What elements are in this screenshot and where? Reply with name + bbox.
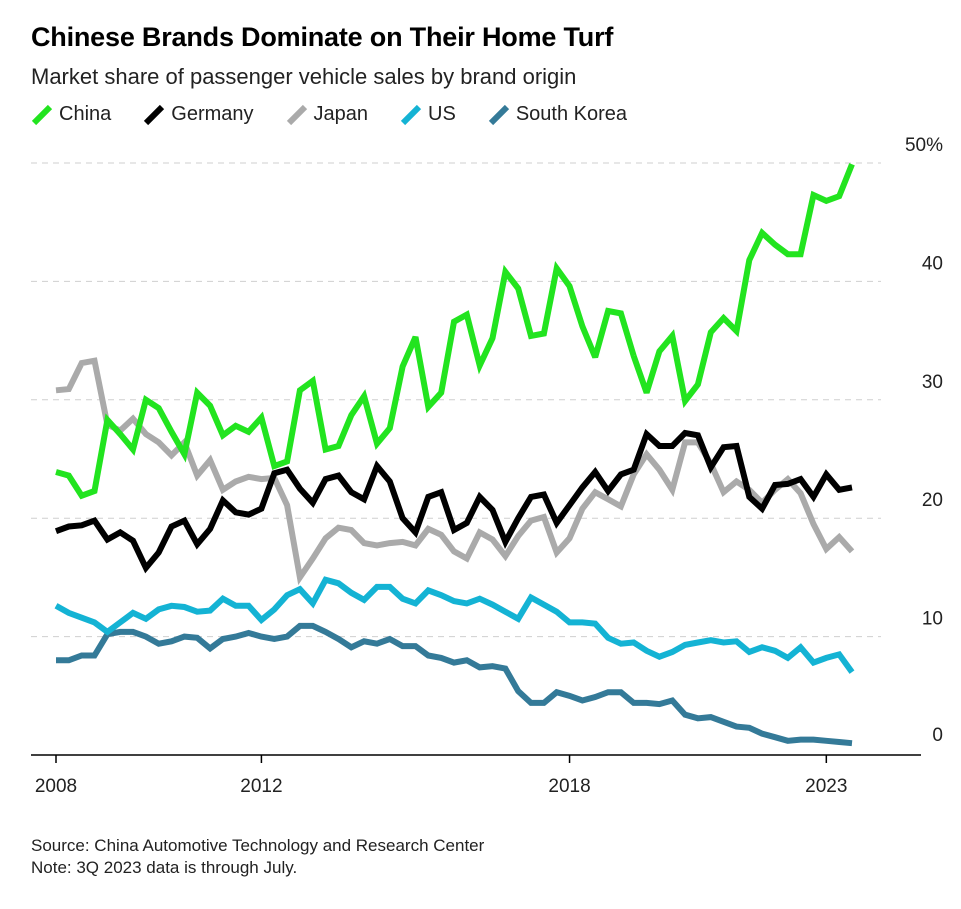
- data-note: Note: 3Q 2023 data is through July.: [31, 858, 298, 877]
- y-tick-label-30: 30: [922, 372, 943, 393]
- series-line-south-korea: [56, 622, 853, 747]
- x-tick-label-2008: 2008: [35, 776, 77, 797]
- legend-item-germany: Germany: [143, 103, 254, 126]
- legend-swatch-japan: [286, 104, 307, 125]
- legend-label-germany: Germany: [171, 103, 254, 125]
- legend-swatch-china: [31, 104, 53, 125]
- legend-swatch-us: [400, 104, 422, 125]
- legend-item-south-korea: South Korea: [488, 103, 627, 126]
- legend-item-japan: Japan: [286, 103, 369, 126]
- legend-label-us: US: [428, 103, 456, 125]
- legend-swatch-germany: [144, 104, 165, 125]
- y-tick-label-20: 20: [922, 490, 943, 511]
- y-tick-label-0: 0: [932, 725, 943, 746]
- chart-subtitle: Market share of passenger vehicle sales …: [31, 64, 577, 89]
- series-line-germany: [54, 428, 853, 574]
- footer: Source: China Automotive Technology and …: [31, 835, 484, 879]
- series-line-us: [54, 576, 855, 674]
- x-tick-label-2023: 2023: [805, 776, 847, 797]
- source-note: Source: China Automotive Technology and …: [31, 836, 485, 855]
- series-line-japan: [55, 357, 855, 586]
- y-tick-label-50: 50%: [905, 135, 943, 156]
- legend-item-us: US: [400, 103, 456, 126]
- legend: China Germany Japan US South Korea: [31, 103, 659, 126]
- chart-title: Chinese Brands Dominate on Their Home Tu…: [31, 22, 614, 52]
- legend-label-china: China: [59, 103, 112, 125]
- legend-label-japan: Japan: [313, 103, 369, 125]
- legend-item-china: China: [31, 103, 111, 126]
- y-tick-label-10: 10: [922, 609, 943, 630]
- x-tick-label-2018: 2018: [548, 776, 590, 797]
- series-line-china: [55, 163, 855, 500]
- legend-swatch-south-korea: [488, 104, 509, 125]
- y-tick-label-40: 40: [922, 253, 943, 274]
- legend-label-south-korea: South Korea: [515, 103, 628, 125]
- x-tick-label-2012: 2012: [240, 776, 282, 797]
